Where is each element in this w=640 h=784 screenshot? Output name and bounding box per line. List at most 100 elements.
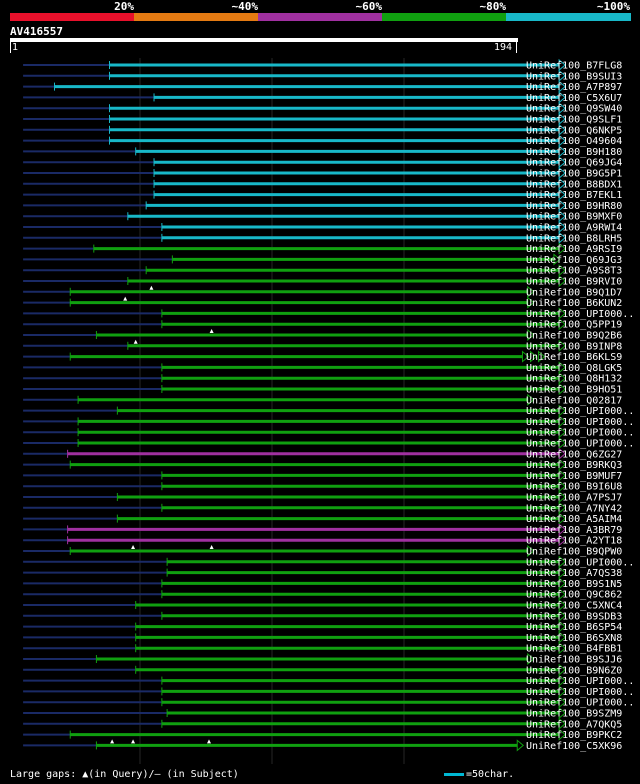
hit-row[interactable]: UniRef100_B9G5P1 — [23, 166, 622, 180]
hit-row[interactable]: UniRef100_B9I6U8 — [23, 480, 622, 493]
hit-label[interactable]: UniRef100_UPI000.. — [526, 406, 634, 417]
hit-row[interactable]: UniRef100_Q02817 — [23, 393, 622, 407]
hit-label[interactable]: UniRef100_UPI000.. — [526, 687, 634, 698]
hit-label[interactable]: UniRef100_UPI000.. — [526, 676, 634, 687]
hit-label[interactable]: UniRef100_C5XNC4 — [526, 601, 622, 612]
hit-label[interactable]: UniRef100_A2YT18 — [526, 536, 622, 547]
hit-row[interactable]: UniRef100_B9SZM9 — [23, 706, 622, 720]
hit-label[interactable]: UniRef100_A9S8T3 — [526, 266, 622, 277]
hit-label[interactable]: UniRef100_A3BR79 — [526, 525, 622, 536]
hit-label[interactable]: UniRef100_Q8H132 — [526, 374, 622, 385]
hit-label[interactable]: UniRef100_B9G5P1 — [526, 169, 622, 180]
hit-row[interactable]: UniRef100_B8LRH5 — [23, 231, 622, 245]
hit-row[interactable]: UniRef100_Q8H132 — [23, 372, 622, 385]
hit-row[interactable]: UniRef100_B7FLG8 — [23, 58, 622, 72]
hit-row[interactable]: UniRef100_C5XNC4 — [23, 598, 622, 612]
hit-row[interactable]: UniRef100_UPI000.. — [23, 555, 634, 569]
hit-row[interactable]: UniRef100_A3BR79 — [23, 523, 622, 536]
hit-row[interactable]: UniRef100_B9RKQ3 — [23, 458, 622, 472]
hit-row[interactable]: UniRef100_UPI000.. — [23, 696, 634, 709]
hit-row[interactable]: UniRef100_B6SP54 — [23, 620, 622, 634]
hit-label[interactable]: UniRef100_Q6NKP5 — [526, 125, 622, 136]
hit-label[interactable]: UniRef100_C5X6U7 — [526, 93, 622, 104]
hit-label[interactable]: UniRef100_Q02817 — [526, 395, 622, 406]
hit-row[interactable]: UniRef100_A7QS38 — [23, 566, 622, 580]
hit-row[interactable]: UniRef100_UPI000.. — [23, 426, 634, 439]
hit-label[interactable]: UniRef100_B9Q2B6 — [526, 331, 622, 342]
hit-label[interactable]: UniRef100_UPI000.. — [526, 439, 634, 450]
hit-label[interactable]: UniRef100_O49604 — [526, 136, 622, 147]
hit-label[interactable]: UniRef100_A9RSI9 — [526, 244, 622, 255]
hit-label[interactable]: UniRef100_B9HR80 — [526, 201, 622, 212]
hit-label[interactable]: UniRef100_A7NY42 — [526, 503, 622, 514]
hit-label[interactable]: UniRef100_A7QKQ5 — [526, 719, 622, 730]
hit-label[interactable]: UniRef100_B9Q1D7 — [526, 287, 622, 298]
hit-label[interactable]: UniRef100_B7FLG8 — [526, 61, 622, 72]
hit-row[interactable]: UniRef100_Q5PP19 — [23, 318, 622, 331]
hit-label[interactable]: UniRef100_B6KLS9 — [526, 352, 622, 363]
hit-row[interactable]: UniRef100_UPI000.. — [23, 307, 634, 320]
hit-row[interactable]: UniRef100_B7EKL1 — [23, 188, 622, 202]
hit-label[interactable]: UniRef100_Q69JG4 — [526, 158, 622, 169]
hit-row[interactable]: UniRef100_UPI000.. — [23, 674, 634, 688]
hit-label[interactable]: UniRef100_Q9SLF1 — [526, 115, 622, 126]
hit-row[interactable]: UniRef100_A9RWI4 — [23, 220, 622, 234]
hit-label[interactable]: UniRef100_Q9SW40 — [526, 104, 622, 115]
hit-row[interactable]: UniRef100_Q69JG4 — [23, 156, 622, 169]
hit-row[interactable]: UniRef100_B9SUI3 — [23, 69, 622, 83]
hit-row[interactable]: UniRef100_B9PKC2 — [23, 728, 622, 742]
hit-row[interactable]: UniRef100_C5X6U7 — [23, 91, 622, 104]
hit-label[interactable]: UniRef100_UPI000.. — [526, 428, 634, 439]
hit-row[interactable]: UniRef100_O49604 — [23, 134, 622, 148]
hit-row[interactable]: UniRef100_B9QPW0 — [23, 544, 622, 558]
hit-row[interactable]: UniRef100_A7QKQ5 — [23, 717, 622, 731]
hit-row[interactable]: UniRef100_UPI000.. — [23, 436, 634, 450]
hit-label[interactable]: UniRef100_B9H180 — [526, 147, 622, 158]
hit-row[interactable]: UniRef100_B6SXN8 — [23, 631, 622, 644]
hit-label[interactable]: UniRef100_B9RVI0 — [526, 277, 622, 288]
hit-label[interactable]: UniRef100_A7PSJ7 — [526, 493, 622, 504]
hit-row[interactable]: UniRef100_Q9C862 — [23, 588, 622, 601]
hit-label[interactable]: UniRef100_A7P897 — [526, 82, 622, 93]
hit-label[interactable]: UniRef100_Q8LGK5 — [526, 363, 622, 374]
hit-label[interactable]: UniRef100_B8LRH5 — [526, 233, 622, 244]
hit-row[interactable]: UniRef100_UPI000.. — [23, 415, 634, 428]
hit-row[interactable]: UniRef100_B4FBB1 — [23, 642, 622, 655]
hit-row[interactable]: UniRef100_A9RSI9 — [23, 242, 622, 256]
hit-row[interactable]: UniRef100_Q6ZG27 — [23, 447, 622, 461]
hit-label[interactable]: UniRef100_Q5PP19 — [526, 320, 622, 331]
hit-label[interactable]: UniRef100_B9SZM9 — [526, 709, 622, 720]
hit-label[interactable]: UniRef100_B7EKL1 — [526, 190, 622, 201]
hit-row[interactable]: UniRef100_B9HO51 — [23, 382, 622, 396]
hit-label[interactable]: UniRef100_A7QS38 — [526, 568, 622, 579]
hit-label[interactable]: UniRef100_B9N6Z0 — [526, 665, 622, 676]
hit-label[interactable]: UniRef100_B8BDX1 — [526, 179, 622, 190]
hit-label[interactable]: UniRef100_UPI000.. — [526, 309, 634, 320]
hit-label[interactable]: UniRef100_A5AIM4 — [526, 514, 622, 525]
hit-row[interactable]: UniRef100_B9S1N5 — [23, 577, 622, 590]
hit-row[interactable]: UniRef100_Q69JG3 — [23, 253, 622, 266]
hit-row[interactable]: UniRef100_B9SJJ6 — [23, 652, 622, 666]
hit-label[interactable]: UniRef100_B9RKQ3 — [526, 460, 622, 471]
hit-label[interactable]: UniRef100_B9PKC2 — [526, 730, 622, 741]
hit-label[interactable]: UniRef100_B6SXN8 — [526, 633, 622, 644]
hit-row[interactable]: UniRef100_UPI000.. — [23, 404, 634, 418]
hit-label[interactable]: UniRef100_B6KUN2 — [526, 298, 622, 309]
hit-row[interactable]: UniRef100_B9MUF7 — [23, 469, 622, 482]
hit-row[interactable]: UniRef100_B8BDX1 — [23, 177, 622, 191]
hit-label[interactable]: UniRef100_B9S1N5 — [526, 579, 622, 590]
hit-row[interactable]: UniRef100_B9Q1D7 — [23, 285, 622, 299]
hit-row[interactable]: UniRef100_B9Q2B6 — [23, 328, 622, 342]
hit-label[interactable]: UniRef100_Q69JG3 — [526, 255, 622, 266]
hit-row[interactable]: UniRef100_Q9SW40 — [23, 102, 622, 115]
hit-row[interactable]: UniRef100_UPI000.. — [23, 685, 634, 698]
hit-row[interactable]: UniRef100_B9INP8 — [23, 339, 622, 353]
hit-row[interactable]: UniRef100_B9MXF0 — [23, 210, 622, 223]
hit-label[interactable]: UniRef100_B4FBB1 — [526, 644, 622, 655]
hit-label[interactable]: UniRef100_UPI000.. — [526, 557, 634, 568]
hit-row[interactable]: UniRef100_A7PSJ7 — [23, 490, 622, 504]
hit-label[interactable]: UniRef100_B6SP54 — [526, 622, 622, 633]
hit-row[interactable]: UniRef100_B9RVI0 — [23, 274, 622, 288]
hit-label[interactable]: UniRef100_UPI000.. — [526, 698, 634, 709]
hit-row[interactable]: UniRef100_B9H180 — [23, 145, 622, 158]
